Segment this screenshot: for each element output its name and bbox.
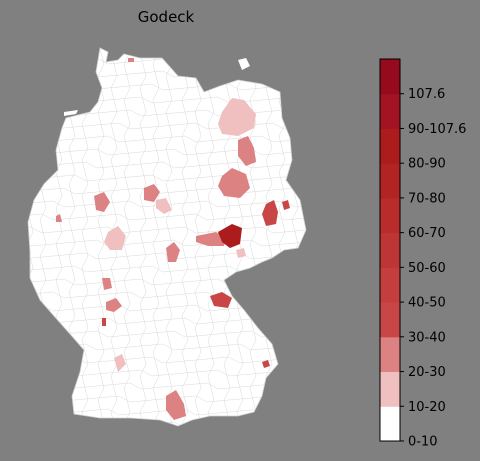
legend-band — [380, 232, 400, 268]
district-region — [262, 360, 270, 368]
district-region — [102, 278, 112, 290]
legend-tick-label: 40-50 — [408, 296, 446, 311]
legend-color-bands — [380, 59, 400, 442]
district-region — [210, 292, 232, 308]
legend-band — [380, 128, 400, 164]
legend-tick-label: 60-70 — [408, 226, 446, 241]
district-region — [114, 354, 126, 372]
district-region — [166, 242, 180, 262]
highlighted-districts — [56, 58, 290, 420]
district-region — [218, 224, 242, 248]
legend-frame — [379, 58, 401, 442]
legend-tick-label: 70-80 — [408, 191, 446, 206]
district-region — [282, 200, 290, 210]
legend-band — [380, 336, 400, 373]
legend-tick-label: 0-10 — [408, 435, 438, 450]
district-region — [262, 200, 278, 226]
district-region — [218, 168, 250, 198]
district-region — [166, 390, 186, 420]
legend-band — [380, 371, 400, 407]
legend-band — [380, 267, 400, 303]
district-region — [238, 136, 256, 166]
district-region — [94, 192, 110, 212]
district-region — [102, 318, 106, 326]
district-region — [236, 248, 246, 258]
legend-band — [380, 93, 400, 129]
legend-band — [380, 406, 400, 442]
legend-tick-label: 80-90 — [408, 157, 446, 172]
legend-band — [380, 59, 400, 95]
map-title: Godeck — [137, 8, 195, 26]
district-region — [156, 198, 172, 214]
legend-tick-label: 107.6 — [408, 87, 445, 102]
island-ruegen — [238, 58, 250, 70]
legend-tick-label: 90-107.6 — [408, 122, 466, 137]
legend-ticks: 0-10 10-20 20-30 30-40 40-50 50-60 60-70 70-80 8… — [400, 87, 466, 450]
district-region — [106, 298, 122, 312]
legend-band — [380, 197, 400, 234]
district-region — [128, 58, 134, 62]
legend-band — [380, 302, 400, 338]
island-north-sea — [64, 110, 78, 116]
legend-tick-label: 50-60 — [408, 261, 446, 276]
district-region — [56, 214, 62, 222]
district-region — [218, 98, 256, 136]
legend-tick-label: 20-30 — [408, 365, 446, 380]
legend-tick-label: 10-20 — [408, 400, 446, 415]
legend-tick-label: 30-40 — [408, 330, 446, 345]
district-region — [144, 184, 160, 202]
district-region — [196, 232, 226, 246]
district-region — [104, 226, 126, 250]
legend-band — [380, 163, 400, 199]
